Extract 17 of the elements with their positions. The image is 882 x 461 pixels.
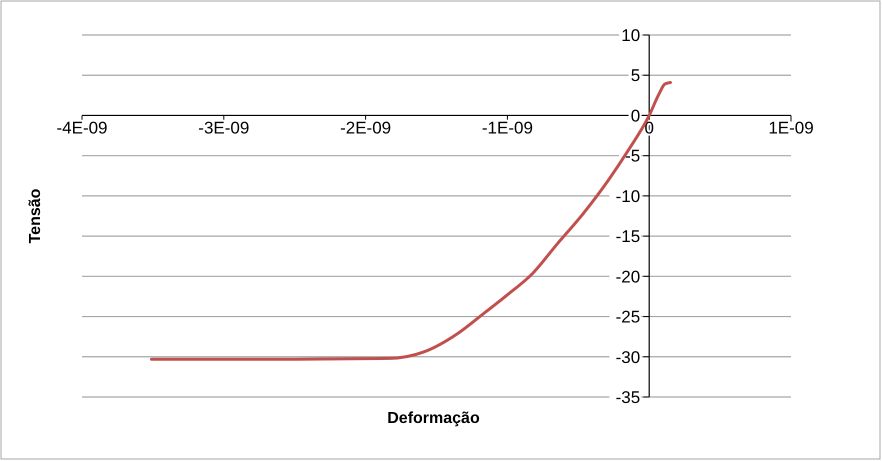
x-tick-label: -3E-09: [198, 118, 250, 138]
y-tick-label: -25: [616, 308, 640, 327]
y-tick-label: 0: [630, 106, 640, 126]
x-axis-title: Deformação: [387, 410, 480, 427]
y-tick-label: -30: [616, 348, 640, 367]
y-tick-label: -10: [616, 186, 640, 206]
y-tick-label: 5: [630, 66, 640, 86]
y-tick-label: -35: [616, 388, 640, 407]
y-tick-label: 10: [621, 26, 640, 45]
x-tick-label: 1E-09: [768, 118, 814, 138]
y-tick-label: -5: [625, 146, 640, 166]
y-axis-title: Tensão: [27, 188, 44, 244]
x-tick-label: -4E-09: [56, 118, 108, 138]
y-tick-label: -15: [616, 227, 640, 246]
x-tick-label: -2E-09: [340, 118, 392, 138]
y-tick-label: -20: [616, 267, 640, 286]
x-tick-label: -1E-09: [482, 118, 533, 138]
